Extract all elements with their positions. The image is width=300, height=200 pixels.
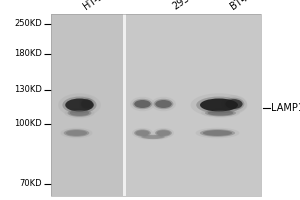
- Ellipse shape: [61, 128, 92, 138]
- Ellipse shape: [132, 128, 153, 138]
- Ellipse shape: [208, 110, 233, 116]
- Ellipse shape: [224, 98, 244, 110]
- Ellipse shape: [196, 128, 239, 138]
- Ellipse shape: [154, 99, 173, 109]
- Ellipse shape: [205, 110, 236, 116]
- Ellipse shape: [141, 135, 165, 139]
- Ellipse shape: [81, 99, 93, 109]
- Ellipse shape: [66, 130, 87, 136]
- Bar: [123, 14, 126, 196]
- Text: HT-29: HT-29: [81, 0, 110, 12]
- Ellipse shape: [151, 97, 176, 111]
- Ellipse shape: [136, 130, 149, 136]
- Ellipse shape: [201, 108, 240, 118]
- Ellipse shape: [64, 108, 94, 118]
- Ellipse shape: [200, 98, 238, 112]
- Text: BT474: BT474: [228, 0, 259, 12]
- Ellipse shape: [134, 100, 151, 108]
- Ellipse shape: [190, 93, 248, 117]
- Text: LAMP1: LAMP1: [272, 103, 300, 113]
- Ellipse shape: [203, 130, 232, 136]
- Text: 293T: 293T: [171, 0, 197, 12]
- Text: 130KD: 130KD: [14, 85, 42, 94]
- Text: 100KD: 100KD: [14, 119, 42, 129]
- Ellipse shape: [155, 100, 172, 108]
- Ellipse shape: [196, 97, 242, 113]
- Ellipse shape: [65, 98, 94, 112]
- Ellipse shape: [157, 130, 170, 136]
- Text: 70KD: 70KD: [20, 180, 42, 188]
- Ellipse shape: [155, 129, 172, 137]
- Ellipse shape: [58, 93, 101, 117]
- Ellipse shape: [79, 96, 96, 112]
- Ellipse shape: [130, 97, 155, 111]
- Ellipse shape: [200, 129, 235, 137]
- Bar: [126, 14, 261, 196]
- Ellipse shape: [64, 129, 89, 137]
- Ellipse shape: [80, 98, 94, 110]
- Bar: [51, 14, 123, 196]
- Ellipse shape: [153, 128, 174, 138]
- Text: 180KD: 180KD: [14, 49, 42, 58]
- Ellipse shape: [70, 110, 89, 116]
- Ellipse shape: [221, 95, 247, 113]
- Ellipse shape: [68, 109, 92, 117]
- Ellipse shape: [225, 99, 243, 109]
- Ellipse shape: [143, 135, 163, 139]
- Text: 250KD: 250KD: [14, 20, 42, 28]
- Ellipse shape: [62, 97, 97, 113]
- Ellipse shape: [133, 99, 152, 109]
- Bar: [51, 14, 261, 196]
- Ellipse shape: [138, 134, 168, 140]
- Ellipse shape: [134, 129, 151, 137]
